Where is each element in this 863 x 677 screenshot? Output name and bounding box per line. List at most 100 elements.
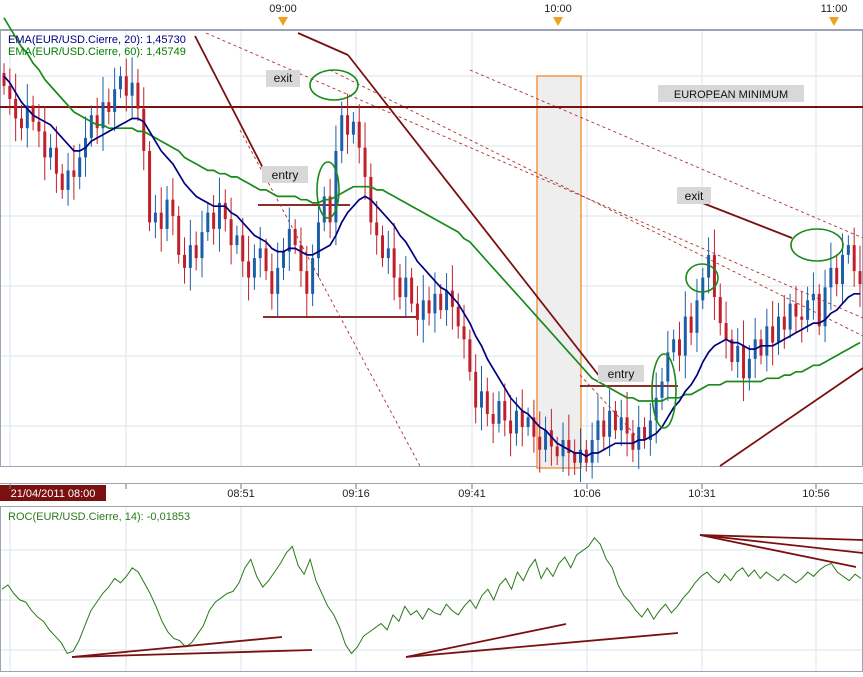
european-minimum-label: EUROPEAN MINIMUM — [674, 89, 788, 101]
candle-body — [841, 255, 844, 284]
candle-body — [96, 115, 99, 128]
candle-body — [783, 317, 786, 330]
candle-body — [457, 307, 460, 326]
candle-body — [847, 245, 850, 255]
candle-body — [521, 411, 524, 427]
candle-body — [55, 148, 58, 174]
candle-body — [230, 219, 233, 245]
candle-body — [358, 122, 361, 148]
candle-body — [497, 401, 500, 424]
candle-body — [818, 294, 821, 326]
top-time-axis: 09:00 10:00 11:00 — [0, 0, 863, 30]
candle-body — [270, 271, 273, 294]
candle-body — [631, 434, 634, 450]
candle-body — [829, 268, 832, 287]
top-time-label: 10:00 — [544, 3, 572, 15]
candle-body — [742, 346, 745, 378]
candle-body — [765, 326, 768, 355]
candle-body — [398, 278, 401, 297]
candle-body — [643, 427, 646, 440]
candle-body — [760, 339, 763, 355]
candle-body — [439, 294, 442, 310]
candle-body — [695, 300, 698, 332]
candle-body — [37, 122, 40, 132]
x-tick-label: 10:06 — [573, 488, 601, 500]
x-tick-label: 09:41 — [458, 488, 486, 500]
candle-body — [72, 170, 75, 176]
candle-body — [294, 229, 297, 245]
candle-body — [736, 346, 739, 362]
candle-body — [282, 252, 285, 268]
candle-body — [562, 440, 565, 456]
candle-body — [183, 255, 186, 268]
legend-ema-60: EMA(EUR/USD.Cierre, 60): 1,45749 — [8, 46, 186, 58]
x-tick-label: 10:56 — [802, 488, 830, 500]
candle-body — [131, 83, 134, 96]
candle-body — [806, 300, 809, 319]
candle-body — [480, 391, 483, 407]
candle-body — [8, 86, 11, 99]
candle-body — [468, 339, 471, 371]
candle-body — [445, 291, 448, 310]
date-label: 21/04/2011 08:00 — [11, 488, 96, 500]
candle-body — [428, 300, 431, 313]
candle-body — [538, 437, 541, 450]
candle-body — [527, 417, 530, 427]
candle-body — [375, 222, 378, 235]
candle-body — [422, 300, 425, 319]
candle-body — [544, 430, 547, 449]
top-time-label: 11:00 — [821, 3, 848, 15]
candle-body — [713, 255, 716, 297]
candle-body — [433, 294, 436, 313]
candle-body — [142, 109, 145, 151]
candle-body — [166, 200, 169, 229]
candle-body — [602, 421, 605, 437]
candle-body — [503, 401, 506, 420]
candle-body — [3, 73, 6, 86]
candle-body — [486, 391, 489, 414]
candle-body — [235, 235, 238, 245]
candle-body — [637, 427, 640, 450]
candle-body — [241, 235, 244, 261]
candle-body — [247, 261, 250, 277]
candle-body — [835, 268, 838, 284]
candle-body — [299, 245, 302, 271]
candle-body — [154, 213, 157, 223]
candle-body — [200, 232, 203, 258]
candle-body — [404, 278, 407, 297]
highlight-zone — [537, 76, 581, 468]
candle-body — [340, 115, 343, 151]
candle-body — [719, 297, 722, 323]
candle-body — [684, 317, 687, 356]
candle-body — [49, 148, 52, 158]
candle-body — [515, 411, 518, 434]
candle-body — [410, 278, 413, 304]
candle-body — [777, 317, 780, 343]
candle-body — [61, 174, 64, 190]
candle-body — [259, 248, 262, 258]
candle-body — [387, 248, 390, 258]
candle-body — [608, 411, 611, 437]
candle-body — [614, 411, 617, 430]
candle-body — [661, 382, 664, 398]
roc-title: ROC(EUR/USD.Cierre, 14): -0,01853 — [8, 511, 190, 523]
candle-body — [265, 248, 268, 271]
candle-body — [800, 317, 803, 320]
candle-body — [393, 248, 396, 277]
candle-body — [381, 235, 384, 258]
candle-body — [579, 450, 582, 463]
legend-ema-20: EMA(EUR/USD.Cierre, 20): 1,45730 — [8, 34, 186, 46]
annotation-exit: exit — [274, 71, 293, 85]
candle-body — [177, 216, 180, 255]
candle-body — [596, 421, 599, 440]
legend: EMA(EUR/USD.Cierre, 20): 1,45730 EMA(EUR… — [8, 34, 186, 58]
candle-body — [789, 304, 792, 330]
candle-body — [474, 372, 477, 408]
candle-body — [812, 294, 815, 300]
candle-body — [90, 115, 93, 138]
candle-body — [305, 271, 308, 294]
candle-body — [672, 339, 675, 352]
candle-body — [853, 245, 856, 271]
